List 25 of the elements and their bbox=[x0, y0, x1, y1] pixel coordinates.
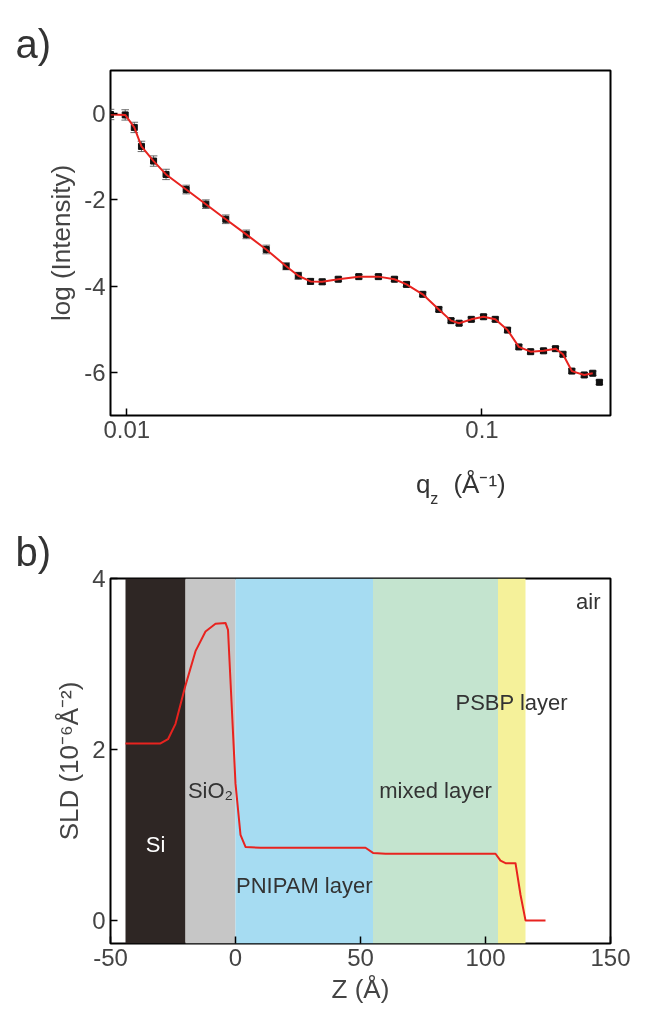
band-label: mixed layer bbox=[379, 777, 492, 803]
y-tick-label: 4 bbox=[92, 565, 106, 592]
y-tick-label: 0 bbox=[92, 906, 106, 934]
y-tick-label: 2 bbox=[92, 735, 106, 763]
x-tick-label: 0 bbox=[228, 943, 243, 971]
band-label: PSBP layer bbox=[455, 690, 568, 716]
y-tick-label: -2 bbox=[84, 186, 106, 214]
x-tick-label: 0.1 bbox=[465, 415, 499, 443]
x-tick-label: 50 bbox=[347, 943, 374, 971]
band-label: Si bbox=[145, 832, 166, 858]
chart-title: b) bbox=[15, 529, 52, 574]
annotation: air bbox=[576, 588, 601, 614]
y-tick-label: -4 bbox=[84, 272, 106, 300]
y-tick-label: 0 bbox=[92, 100, 106, 128]
band-label: PNIPAM layer bbox=[235, 872, 373, 898]
y-axis-title: log (Intensity) bbox=[46, 164, 77, 322]
x-axis-title: Z (Å) bbox=[331, 973, 390, 1004]
x-tick-label: 150 bbox=[590, 943, 631, 971]
x-tick-label: -50 bbox=[93, 943, 128, 971]
y-tick-label: -6 bbox=[84, 358, 106, 386]
x-tick-label: 100 bbox=[465, 943, 506, 971]
y-axis-title: SLD (10⁻⁶Å⁻²) bbox=[54, 681, 85, 841]
x-tick-label: 0.01 bbox=[103, 415, 151, 443]
chart-title: a) bbox=[15, 21, 52, 66]
band-label: SiO₂ bbox=[187, 777, 234, 803]
